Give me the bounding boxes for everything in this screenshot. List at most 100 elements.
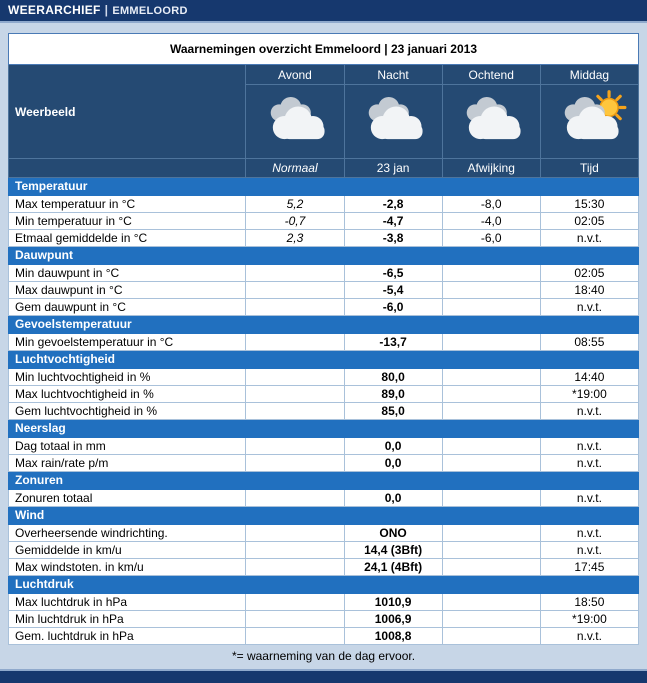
- subheader-tijd: Tijd: [539, 158, 640, 178]
- day-value: 24,1 (4Bft): [343, 558, 443, 576]
- afwijking-value: [441, 402, 541, 420]
- tijd-value: *19:00: [539, 385, 640, 403]
- period-header-row: Weerbeeld Avond Nacht Ochtend Middag: [7, 64, 640, 159]
- table-row: Min luchtdruk in hPa 1006,9 *19:00: [7, 610, 640, 628]
- top-header-bar: WEERARCHIEF | EMMELOORD: [0, 0, 647, 23]
- subheader-spacer: [7, 158, 247, 178]
- normaal-value: [245, 541, 345, 559]
- normaal-value: [245, 402, 345, 420]
- tijd-value: n.v.t.: [539, 454, 640, 472]
- section-header-row: Temperatuur: [8, 177, 639, 196]
- section-header-neerslag: Neerslag: [8, 419, 639, 438]
- subheader-afwijking: Afwijking: [441, 158, 541, 178]
- cloudy-icon: [466, 96, 521, 140]
- normaal-value: [245, 593, 345, 611]
- row-label: Overheersende windrichting.: [7, 524, 247, 542]
- section-header-row: Neerslag: [8, 419, 639, 438]
- weather-icon-row: [9, 84, 640, 159]
- table-row: Min luchtvochtigheid in % 80,0 14:40: [7, 368, 640, 386]
- day-value: -5,4: [343, 281, 443, 299]
- title-separator: |: [104, 3, 109, 17]
- table-title-row: Waarnemingen overzicht Emmeloord | 23 ja…: [8, 33, 639, 65]
- table-row: Max rain/rate p/m 0,0 n.v.t.: [7, 454, 640, 472]
- day-value: -2,8: [343, 195, 443, 213]
- table-row: Max luchtvochtigheid in % 89,0 *19:00: [7, 385, 640, 403]
- front-cloud: [567, 106, 619, 140]
- row-label: Max windstoten. in km/u: [7, 558, 247, 576]
- normaal-value: 2,3: [245, 229, 345, 247]
- period-header-middag: Middag: [539, 64, 640, 85]
- normaal-value: [245, 298, 345, 316]
- table-row: Dag totaal in mm 0,0 n.v.t.: [7, 437, 640, 455]
- row-label: Dag totaal in mm: [7, 437, 247, 455]
- tijd-value: 18:50: [539, 593, 640, 611]
- day-value: -3,8: [343, 229, 443, 247]
- section-header-row: Dauwpunt: [8, 246, 639, 265]
- subheader-normaal: Normaal: [245, 158, 345, 178]
- table-row: Min temperatuur in °C -0,7 -4,7 -4,0 02:05: [7, 212, 640, 230]
- section-header-luchtdruk: Luchtdruk: [8, 575, 639, 594]
- day-value: -13,7: [343, 333, 443, 351]
- row-label: Min luchtvochtigheid in %: [7, 368, 247, 386]
- day-value: 85,0: [343, 402, 443, 420]
- afwijking-value: [441, 298, 541, 316]
- afwijking-value: -4,0: [441, 212, 541, 230]
- tijd-value: 14:40: [539, 368, 640, 386]
- normaal-value: 5,2: [245, 195, 345, 213]
- day-value: 1008,8: [343, 627, 443, 645]
- normaal-value: [245, 437, 345, 455]
- tijd-value: n.v.t.: [539, 437, 640, 455]
- afwijking-value: -8,0: [441, 195, 541, 213]
- table-row: Min gevoelstemperatuur in °C -13,7 08:55: [7, 333, 640, 351]
- normaal-value: [245, 281, 345, 299]
- table-row: Min dauwpunt in °C -6,5 02:05: [7, 264, 640, 282]
- period-header-ochtend: Ochtend: [441, 64, 541, 85]
- footnote: *= waarneming van de dag ervoor.: [231, 649, 416, 663]
- normaal-value: [245, 333, 345, 351]
- row-label: Gem luchtvochtigheid in %: [7, 402, 247, 420]
- subheader-row: Normaal 23 jan Afwijking Tijd: [7, 158, 640, 178]
- day-value: 80,0: [343, 368, 443, 386]
- front-cloud: [272, 106, 325, 140]
- table-row: Max temperatuur in °C 5,2 -2,8 -8,0 15:30: [7, 195, 640, 213]
- normaal-value: [245, 610, 345, 628]
- tijd-value: 02:05: [539, 264, 640, 282]
- table-row: Gem dauwpunt in °C -6,0 n.v.t.: [7, 298, 640, 316]
- tijd-value: n.v.t.: [539, 489, 640, 507]
- section-header-luchtvochtigheid: Luchtvochtigheid: [8, 350, 639, 369]
- bottom-bar: [0, 669, 647, 683]
- day-value: 0,0: [343, 454, 443, 472]
- tijd-value: 18:40: [539, 281, 640, 299]
- cloudy-icon: [368, 96, 423, 140]
- table-row: Gem luchtvochtigheid in % 85,0 n.v.t.: [7, 402, 640, 420]
- normaal-value: [245, 558, 345, 576]
- day-value: 0,0: [343, 489, 443, 507]
- normaal-value: [245, 454, 345, 472]
- row-label: Max luchtdruk in hPa: [7, 593, 247, 611]
- period-header-avond: Avond: [245, 64, 345, 85]
- table-row: Zonuren totaal 0,0 n.v.t.: [7, 489, 640, 507]
- tijd-value: n.v.t.: [539, 402, 640, 420]
- tijd-value: 15:30: [539, 195, 640, 213]
- afwijking-value: [441, 385, 541, 403]
- row-label: Etmaal gemiddelde in °C: [7, 229, 247, 247]
- afwijking-value: [441, 333, 541, 351]
- afwijking-value: [441, 264, 541, 282]
- table-row: Etmaal gemiddelde in °C 2,3 -3,8 -6,0 n.v.t.: [7, 229, 640, 247]
- tijd-value: n.v.t.: [539, 229, 640, 247]
- row-label: Gemiddelde in km/u: [7, 541, 247, 559]
- front-cloud: [370, 106, 423, 140]
- afwijking-value: [441, 368, 541, 386]
- weather-icon-cell: [539, 84, 640, 159]
- section-header-dauwpunt: Dauwpunt: [8, 246, 639, 265]
- table-row: Overheersende windrichting. ONO n.v.t.: [7, 524, 640, 542]
- weerbeeld-label: Weerbeeld: [7, 64, 247, 159]
- day-value: 1006,9: [343, 610, 443, 628]
- section-header-row: Zonuren: [8, 471, 639, 490]
- partly-sunny-icon: [565, 90, 627, 140]
- afwijking-value: [441, 558, 541, 576]
- normaal-value: [245, 489, 345, 507]
- table-row: Max dauwpunt in °C -5,4 18:40: [7, 281, 640, 299]
- period-header-nacht: Nacht: [343, 64, 443, 85]
- row-label: Gem dauwpunt in °C: [7, 298, 247, 316]
